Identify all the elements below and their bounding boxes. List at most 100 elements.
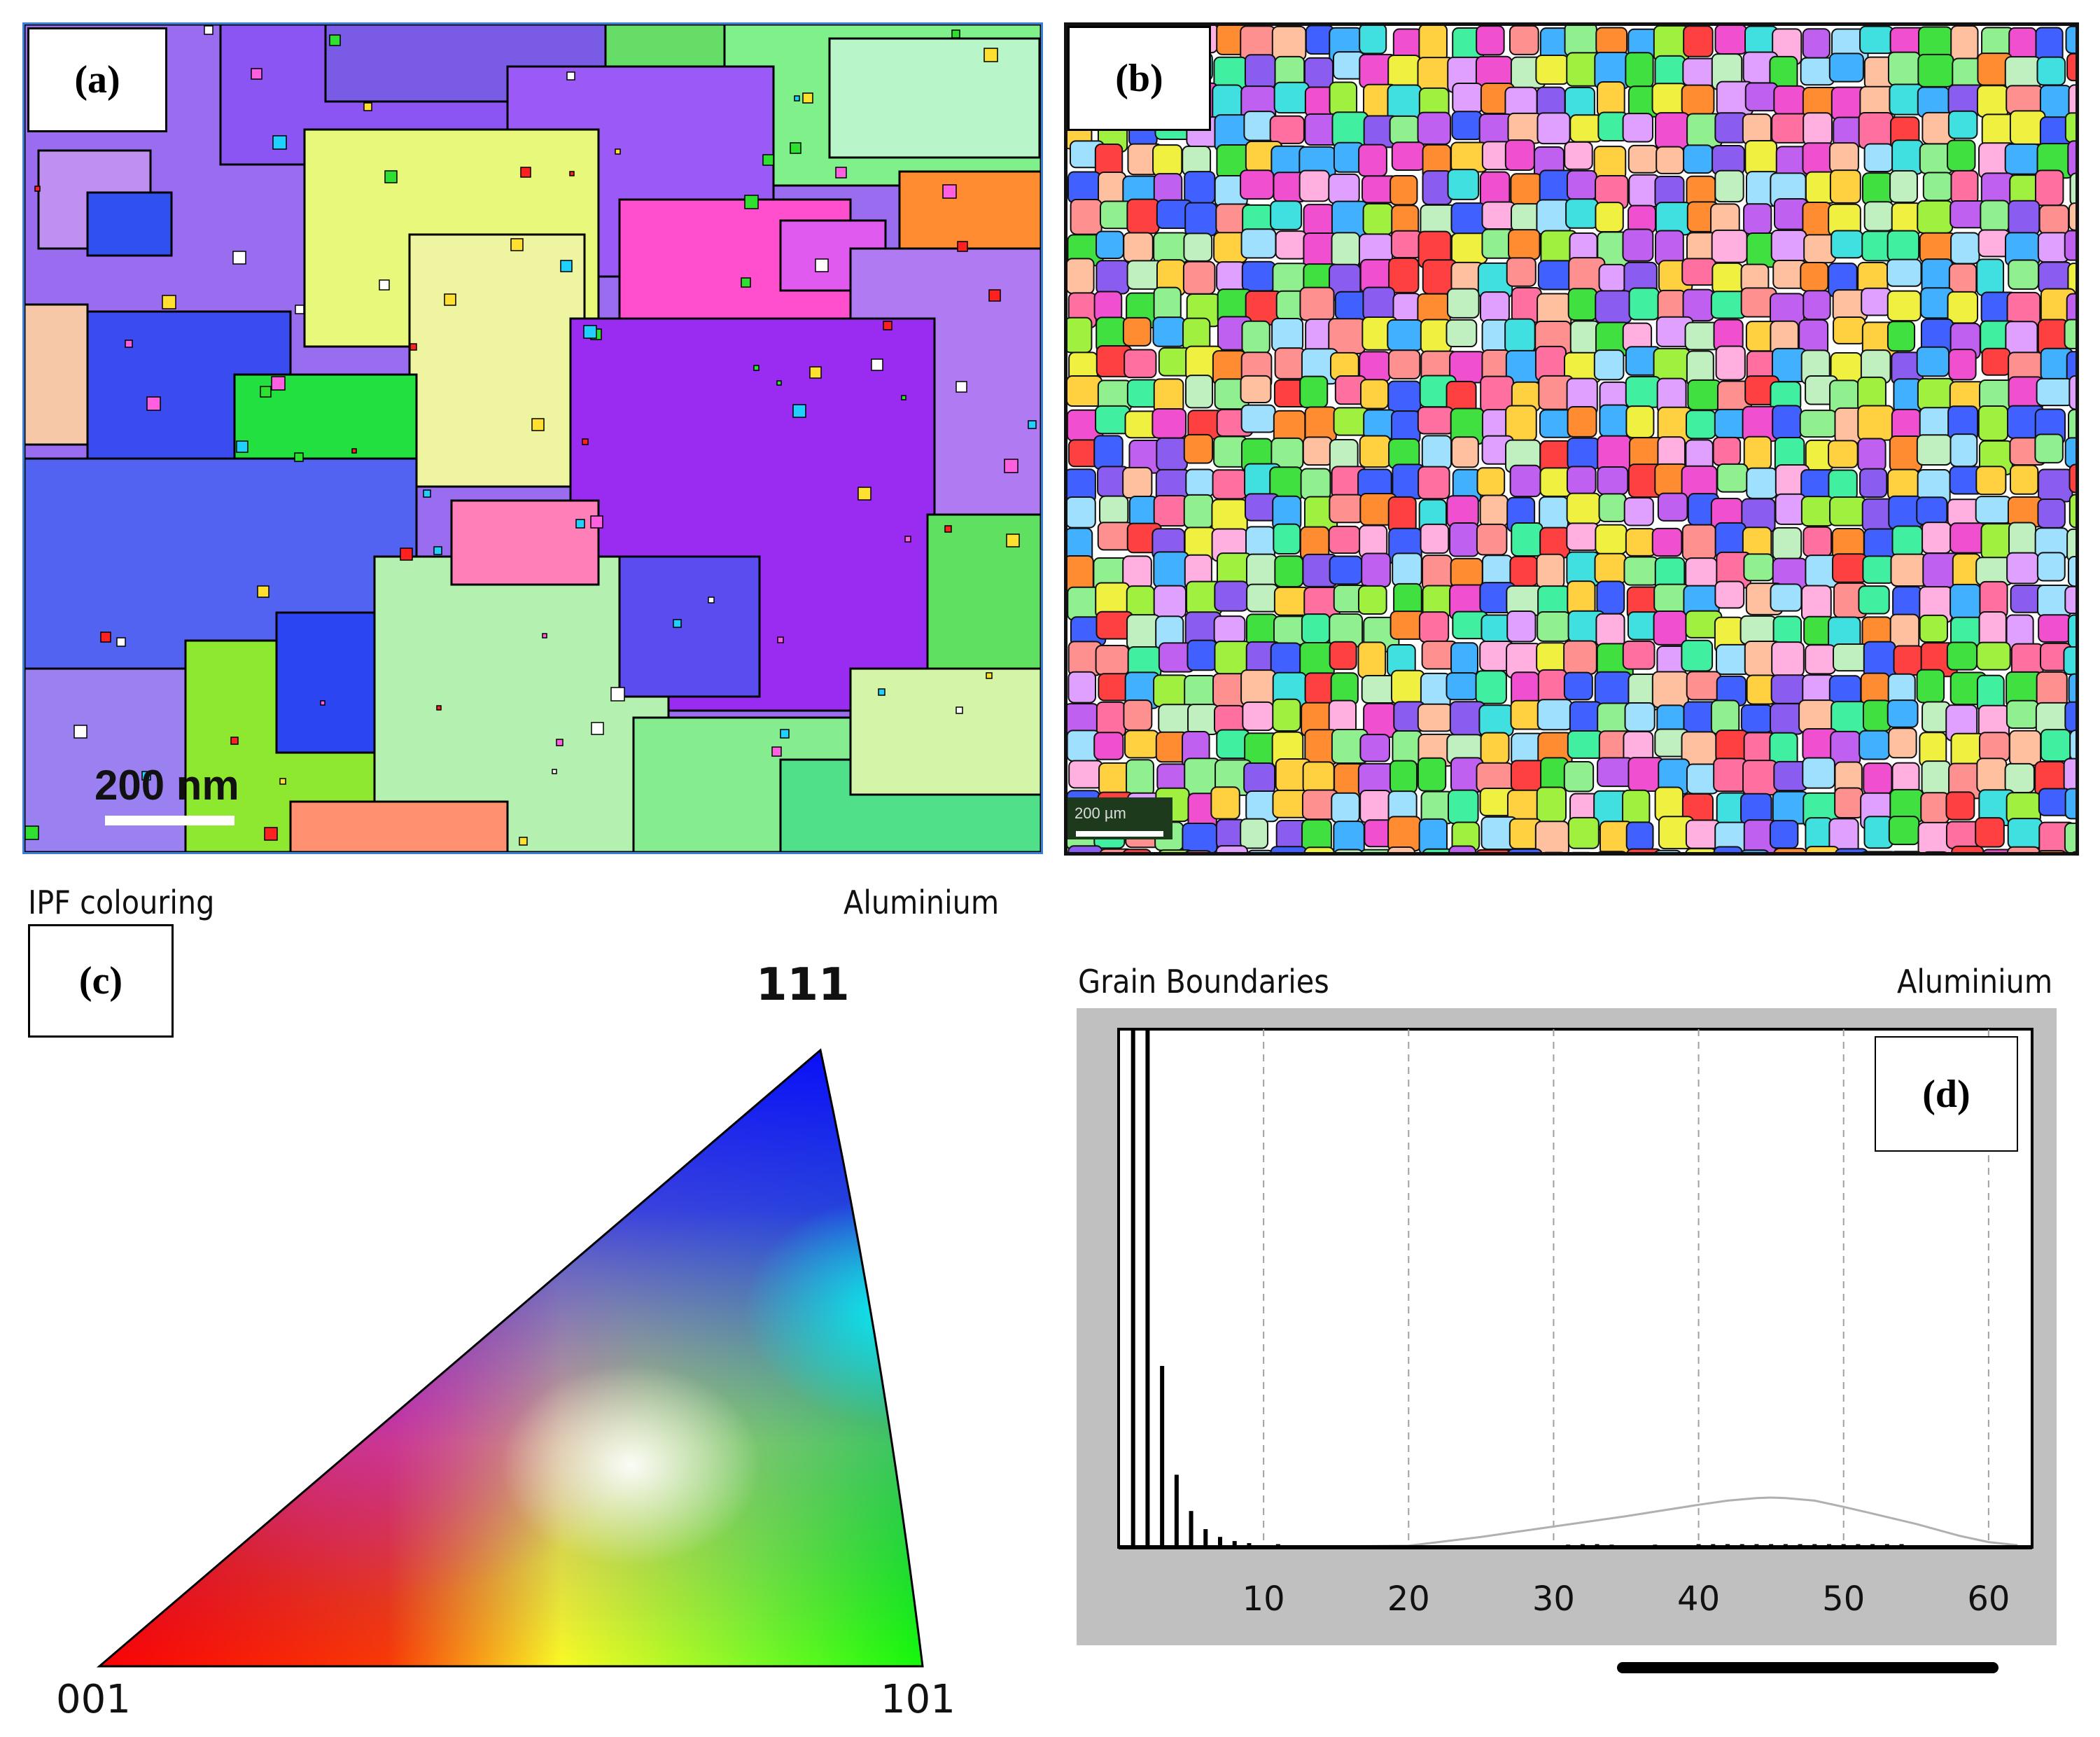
speck-a (444, 293, 456, 306)
grain-b (1271, 26, 1307, 61)
grain-b (1360, 379, 1390, 410)
grain-b (1240, 228, 1277, 259)
grain-b (1740, 615, 1777, 645)
grain-b (1563, 760, 1595, 793)
speck-a (569, 171, 575, 176)
speck-a (575, 519, 585, 529)
grain-b (1596, 81, 1625, 117)
grain-b (1888, 816, 1920, 846)
grain-b (1507, 848, 1543, 852)
grain-b (1655, 112, 1690, 149)
speck-a (141, 771, 151, 781)
panel-a-tag: (a) (27, 27, 167, 132)
grain-b (2039, 85, 2072, 119)
speck-a (279, 778, 286, 785)
grain-b (1891, 525, 1924, 557)
grain-b (1214, 580, 1249, 612)
grain-b (1595, 27, 1628, 55)
grain-b (1917, 377, 1954, 411)
grain-b (1389, 760, 1418, 794)
grain-b (1977, 405, 2009, 442)
grain-b (1507, 112, 1543, 144)
grain-b (1328, 699, 1357, 734)
grain-b (1450, 642, 1478, 676)
reference-curve (1119, 1496, 2018, 1549)
speck-a (74, 725, 88, 739)
grain-b (1389, 115, 1420, 145)
grain-b (1945, 791, 1975, 821)
grain-b (2064, 788, 2076, 820)
grain-b (1917, 53, 1954, 88)
grain-b (1625, 375, 1662, 408)
histogram-bar (1174, 1474, 1179, 1547)
grain-b (1243, 762, 1276, 795)
speck-a (878, 688, 886, 696)
grain-b (1975, 496, 2012, 524)
grain-b (1744, 140, 1778, 176)
grain-b (1447, 169, 1480, 200)
speck-a (531, 418, 545, 431)
grain-b (1802, 757, 1835, 789)
speck-a (583, 325, 597, 339)
grain-b (1920, 792, 1950, 824)
speck-a (351, 448, 357, 454)
grain-a-9 (408, 233, 586, 488)
grain-b (1420, 523, 1450, 554)
grain-b (1625, 528, 1657, 557)
grain-b (1828, 675, 1862, 706)
grain-b (1451, 111, 1483, 141)
grain-b (1122, 466, 1153, 499)
grain-b (1566, 169, 1597, 200)
grain-b (1569, 701, 1602, 735)
grain-b (1422, 554, 1452, 591)
grain-b (1153, 378, 1184, 414)
speck-a (871, 358, 883, 371)
grain-b (1359, 435, 1392, 468)
grain-b (1505, 405, 1537, 442)
grain-b (1685, 410, 1716, 440)
grain-b (1329, 555, 1363, 585)
grain-b (1362, 286, 1396, 321)
grain-b (1946, 641, 1978, 671)
grain-b (2068, 463, 2076, 494)
grain-b (1506, 257, 1536, 287)
grain-b (1773, 85, 1806, 116)
speck-a (1028, 420, 1037, 429)
grain-b (1715, 345, 1746, 381)
scale-bar-a-label: 200 nm (94, 762, 239, 809)
grain-b (1863, 143, 1893, 172)
gb-header-left: Grain Boundaries (1078, 963, 1329, 1000)
grain-b (1480, 732, 1510, 765)
grain-b (1272, 698, 1301, 732)
grain-b (1418, 26, 1448, 62)
grain-b (1772, 526, 1802, 561)
grain-b (1068, 496, 1096, 529)
grain-b (1595, 202, 1624, 232)
speck-a (264, 827, 278, 841)
grain-b (1387, 496, 1417, 533)
grain-b (1595, 613, 1625, 648)
grain-b (1802, 28, 1830, 59)
grain-b (1916, 346, 1949, 377)
grain-b (1859, 26, 1894, 55)
speck-a (883, 321, 892, 330)
grain-b (1830, 230, 1864, 259)
grain-b (1481, 201, 1516, 230)
grain-b (1068, 760, 1103, 789)
grain-b (1273, 523, 1301, 555)
speck-a (590, 515, 603, 529)
grain-b (1068, 671, 1096, 704)
grain-b (1805, 644, 1836, 675)
grain-b (1858, 585, 1890, 615)
grain-b (1687, 379, 1721, 411)
grain-b (1182, 260, 1216, 295)
grain-b (1068, 555, 1094, 592)
grain-b (1744, 82, 1779, 112)
grain-b (1681, 258, 1716, 286)
grain-b (1683, 26, 1714, 57)
grain-b (1714, 580, 1745, 609)
speck-a (610, 687, 625, 702)
grain-b (1363, 702, 1397, 738)
grain-b (1478, 704, 1514, 737)
grain-b (1247, 849, 1273, 852)
